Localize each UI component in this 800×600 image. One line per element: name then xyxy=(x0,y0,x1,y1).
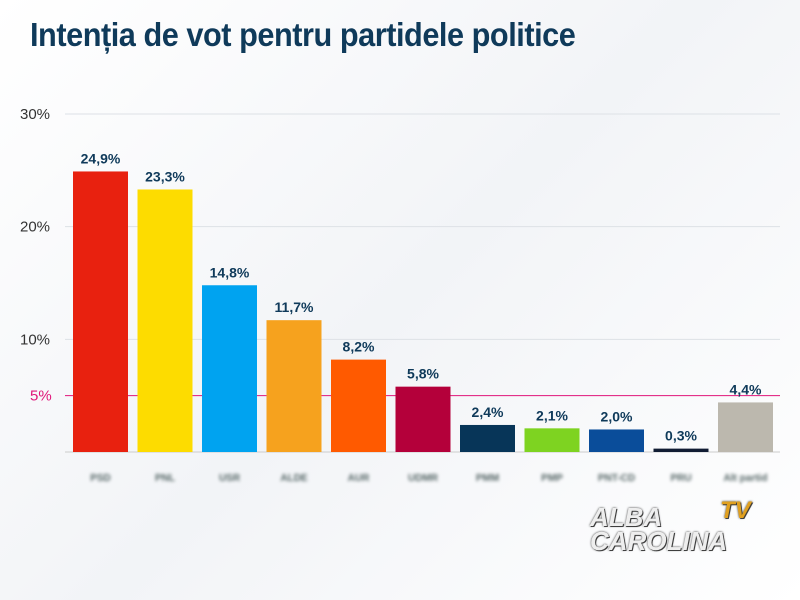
data-label: 8,2% xyxy=(343,339,375,355)
category-label: PRU xyxy=(670,473,691,484)
category-label: UDMR xyxy=(408,473,439,484)
bar-pnl xyxy=(137,189,193,452)
bar-pmp xyxy=(524,428,580,452)
watermark-logo: ALBA CAROLINA TV xyxy=(590,499,751,556)
category-label: PMM xyxy=(476,473,499,484)
reference-line-label: 5% xyxy=(30,388,52,405)
data-label: 2,0% xyxy=(601,408,633,424)
logo-line2: CAROLINA xyxy=(590,526,728,556)
chart-title: Intenția de vot pentru partidele politic… xyxy=(30,16,576,53)
bar-usr xyxy=(202,285,257,452)
data-label: 5,8% xyxy=(407,366,439,382)
category-label: Alt partid xyxy=(724,473,768,484)
logo-tv: TV xyxy=(720,497,751,524)
bar-psd xyxy=(73,171,128,452)
data-label: 14,8% xyxy=(210,264,250,280)
category-label: PMP xyxy=(541,473,563,484)
data-label: 24,9% xyxy=(81,150,121,166)
bar-udmr xyxy=(395,386,451,452)
category-label: PNL xyxy=(155,473,175,484)
category-label: USR xyxy=(219,473,241,484)
bar-aur xyxy=(331,359,386,452)
data-label: 0,3% xyxy=(665,428,697,444)
data-label: 4,4% xyxy=(730,381,762,397)
data-label: 2,1% xyxy=(536,407,568,423)
y-tick-label: 30% xyxy=(20,106,50,123)
bar-pnt-cd xyxy=(589,429,644,452)
bar-alde xyxy=(266,320,322,452)
data-label: 23,3% xyxy=(145,168,185,184)
bar-pru xyxy=(653,448,709,452)
category-label: ALDE xyxy=(280,473,308,484)
y-tick-label: 20% xyxy=(20,219,50,236)
category-label: AUR xyxy=(348,473,370,484)
data-label: 2,4% xyxy=(472,404,504,420)
data-label: 11,7% xyxy=(275,299,314,315)
bar-pmm xyxy=(460,424,515,452)
category-label: PSD xyxy=(90,473,111,484)
y-tick-label: 10% xyxy=(20,331,50,348)
logo-line1: ALBA xyxy=(590,502,663,532)
bar-alt partid xyxy=(718,402,773,452)
category-label: PNT-CD xyxy=(598,473,635,484)
